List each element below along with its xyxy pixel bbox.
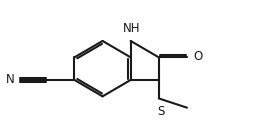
- Text: NH: NH: [123, 22, 140, 35]
- Text: S: S: [157, 105, 164, 118]
- Text: O: O: [193, 50, 202, 63]
- Text: N: N: [6, 72, 15, 85]
